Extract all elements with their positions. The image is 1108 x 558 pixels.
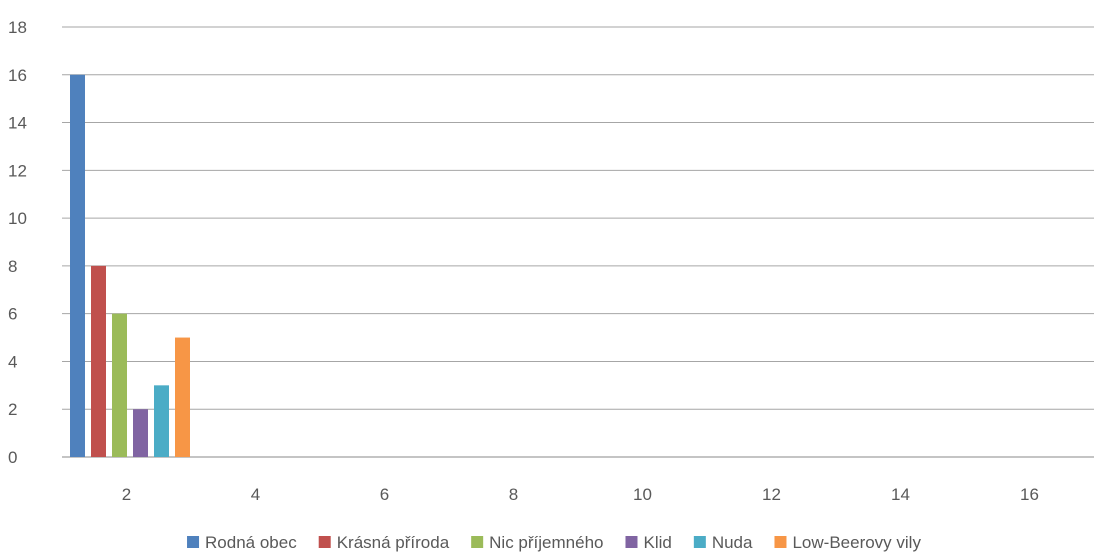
y-tick-label: 14 bbox=[8, 114, 27, 133]
legend-item: Low-Beerovy vily bbox=[774, 533, 921, 552]
bar bbox=[154, 385, 169, 457]
legend-swatch bbox=[625, 536, 638, 548]
legend-label: Low-Beerovy vily bbox=[792, 533, 921, 552]
legend: Rodná obec Krásná příroda Nic příjemného Kl… bbox=[187, 533, 921, 552]
legend-item: Klid bbox=[625, 533, 672, 552]
y-tick-label: 8 bbox=[8, 257, 17, 276]
bar bbox=[91, 265, 106, 457]
legend-item: Rodná obec bbox=[187, 533, 297, 552]
y-tick-label: 4 bbox=[8, 352, 17, 371]
legend-label: Rodná obec bbox=[205, 533, 297, 552]
y-axis-tick-labels: 0 2 4 6 8 10 12 14 16 18 bbox=[8, 18, 27, 467]
x-tick-label: 4 bbox=[251, 485, 260, 504]
y-tick-label: 0 bbox=[8, 448, 17, 467]
gridlines bbox=[62, 26, 1094, 458]
x-tick-label: 6 bbox=[380, 485, 389, 504]
legend-swatch bbox=[693, 536, 706, 548]
legend-swatch bbox=[318, 536, 331, 548]
legend-label: Nuda bbox=[712, 533, 753, 552]
bar bbox=[175, 337, 190, 457]
legend-swatch bbox=[471, 536, 484, 548]
x-tick-label: 12 bbox=[762, 485, 781, 504]
x-tick-label: 10 bbox=[633, 485, 652, 504]
x-tick-label: 8 bbox=[509, 485, 518, 504]
bars bbox=[70, 74, 190, 458]
y-tick-label: 12 bbox=[8, 161, 27, 180]
y-tick-label: 18 bbox=[8, 18, 27, 37]
legend-label: Nic příjemného bbox=[489, 533, 603, 552]
legend-item: Nic příjemného bbox=[471, 533, 603, 552]
bar bbox=[70, 74, 85, 458]
legend-label: Klid bbox=[643, 533, 671, 552]
y-tick-label: 2 bbox=[8, 400, 17, 419]
legend-label: Krásná příroda bbox=[337, 533, 450, 552]
y-tick-label: 6 bbox=[8, 305, 17, 324]
y-tick-label: 16 bbox=[8, 66, 27, 85]
legend-item: Krásná příroda bbox=[318, 533, 450, 552]
x-tick-label: 2 bbox=[122, 485, 131, 504]
x-tick-label: 16 bbox=[1020, 485, 1039, 504]
y-tick-label: 10 bbox=[8, 209, 27, 228]
legend-item: Nuda bbox=[693, 533, 753, 552]
x-tick-label: 14 bbox=[891, 485, 910, 504]
legend-swatch bbox=[187, 536, 200, 548]
legend-swatch bbox=[774, 536, 787, 548]
bar bbox=[133, 409, 148, 457]
bar bbox=[112, 313, 127, 457]
x-axis-tick-labels: 2 4 6 8 10 12 14 16 bbox=[122, 485, 1039, 504]
